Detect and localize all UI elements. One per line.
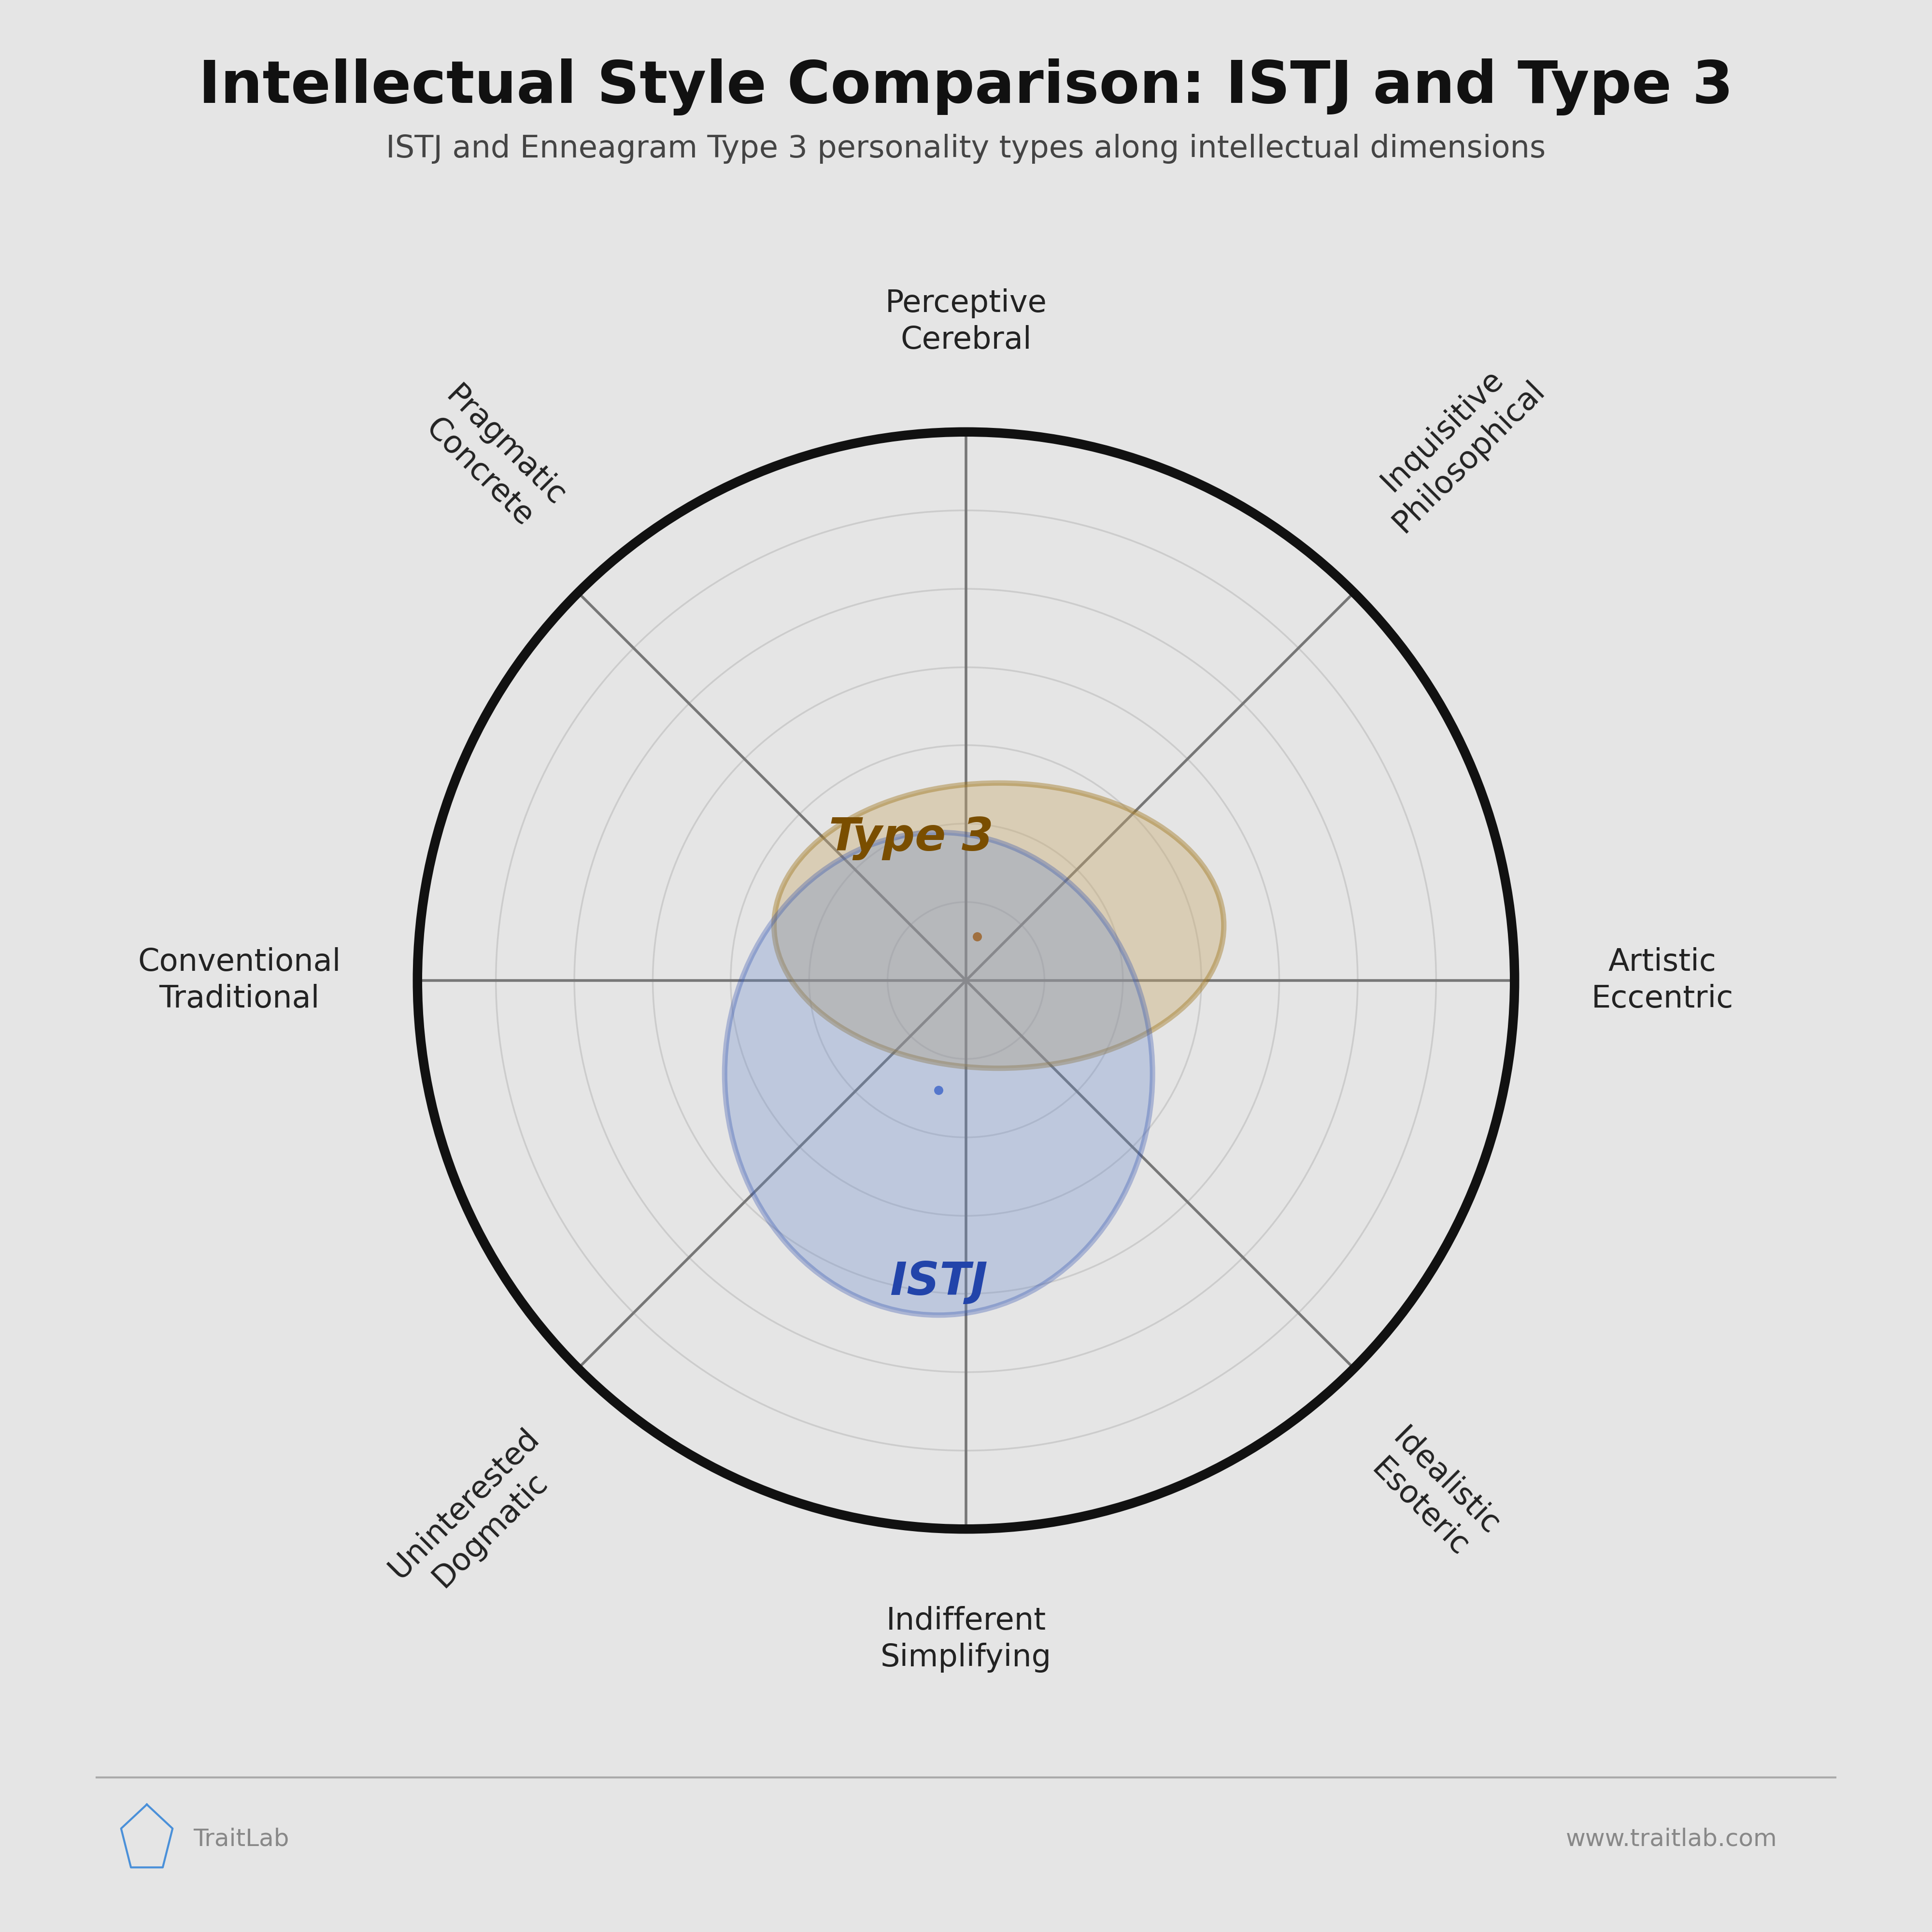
Point — [962, 922, 993, 952]
Text: Inquisitive
Philosophical: Inquisitive Philosophical — [1360, 350, 1549, 539]
Text: ISTJ: ISTJ — [889, 1260, 987, 1304]
Text: Conventional
Traditional: Conventional Traditional — [137, 947, 340, 1014]
Text: Pragmatic
Concrete: Pragmatic Concrete — [413, 381, 572, 539]
Ellipse shape — [775, 782, 1223, 1068]
Text: Artistic
Eccentric: Artistic Eccentric — [1592, 947, 1733, 1014]
Text: Perceptive
Cerebral: Perceptive Cerebral — [885, 288, 1047, 355]
Text: Intellectual Style Comparison: ISTJ and Type 3: Intellectual Style Comparison: ISTJ and … — [199, 58, 1733, 116]
Text: TraitLab: TraitLab — [193, 1828, 290, 1851]
Ellipse shape — [724, 833, 1153, 1316]
Text: Uninterested
Dogmatic: Uninterested Dogmatic — [383, 1422, 572, 1611]
Text: Type 3: Type 3 — [829, 815, 993, 860]
Point — [923, 1074, 954, 1105]
Text: www.traitlab.com: www.traitlab.com — [1567, 1828, 1777, 1851]
Text: Idealistic
Esoteric: Idealistic Esoteric — [1360, 1422, 1505, 1567]
Text: ISTJ and Enneagram Type 3 personality types along intellectual dimensions: ISTJ and Enneagram Type 3 personality ty… — [386, 133, 1546, 164]
Text: Indifferent
Simplifying: Indifferent Simplifying — [881, 1605, 1051, 1673]
